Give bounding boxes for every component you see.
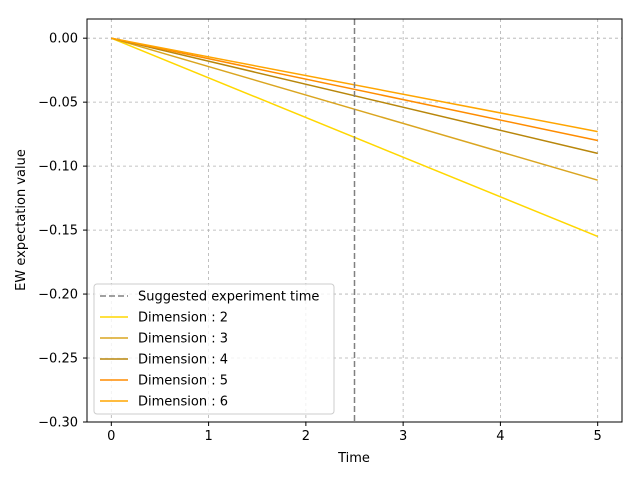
legend-label: Dimension : 4	[138, 353, 228, 368]
y-tick-label: −0.15	[38, 224, 78, 239]
x-tick-label: 3	[399, 429, 407, 444]
legend-label: Dimension : 3	[138, 332, 228, 347]
plot-frame	[86, 18, 623, 423]
y-tick-label: −0.20	[38, 288, 78, 303]
x-tick-label: 4	[496, 429, 504, 444]
x-tick-label: 0	[107, 429, 115, 444]
x-tick-label: 5	[594, 429, 602, 444]
x-axis-ticks: 0 1 2 3 4 5	[107, 422, 602, 444]
legend-label: Suggested experiment time	[138, 290, 319, 305]
legend-box	[93, 283, 335, 415]
legend-label: Dimension : 5	[138, 374, 228, 389]
y-tick-label: −0.30	[38, 416, 78, 431]
y-axis-label: EW expectation value	[14, 149, 29, 291]
x-tick-label: 1	[204, 429, 212, 444]
x-axis-label: Time	[337, 451, 370, 466]
y-tick-label: −0.10	[38, 160, 78, 175]
y-tick-label: −0.25	[38, 352, 78, 367]
y-axis-ticks: 0.00 −0.05 −0.10 −0.15 −0.20 −0.25 −0.30	[38, 32, 87, 431]
legend-label: Dimension : 6	[138, 395, 228, 410]
legend-label: Dimension : 2	[138, 311, 228, 326]
x-tick-label: 2	[302, 429, 310, 444]
y-tick-label: 0.00	[49, 32, 78, 47]
legend: Suggested experiment time Dimension : 2 Di…	[93, 283, 335, 415]
y-tick-label: −0.05	[38, 96, 78, 111]
series-line	[111, 37, 598, 142]
